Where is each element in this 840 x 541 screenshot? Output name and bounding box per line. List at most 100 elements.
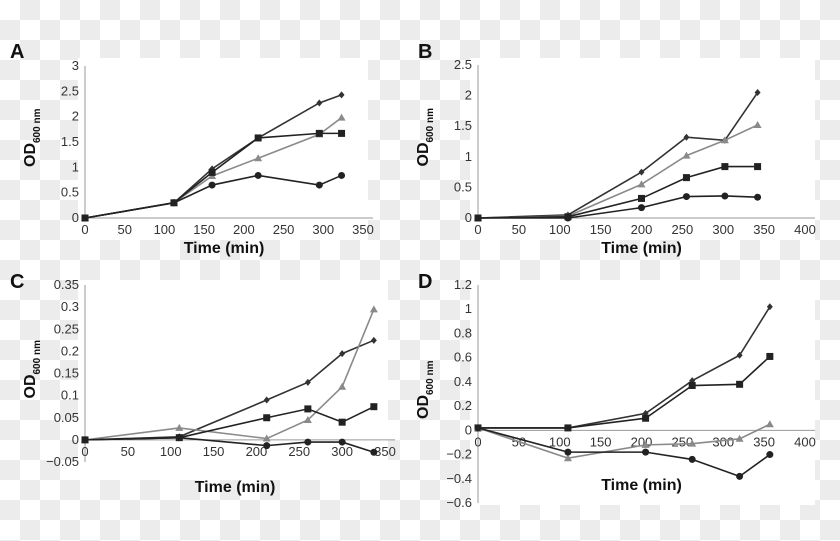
- plot-background: [78, 58, 368, 240]
- panel-label: D: [418, 271, 432, 293]
- data-point-square: [338, 129, 346, 137]
- series-line: [84, 436, 375, 454]
- data-point-circle: [474, 424, 482, 432]
- data-point-triangle: [369, 305, 378, 313]
- data-point-square: [338, 418, 346, 426]
- data-point-square: [304, 405, 312, 413]
- data-point-circle: [370, 448, 378, 456]
- x-tick-label: 400: [794, 434, 816, 449]
- data-point-circle: [304, 438, 312, 446]
- panel-label: B: [418, 41, 432, 63]
- y-tick-label: 1: [465, 301, 472, 316]
- y-axis-label-subscript: 600 nm: [32, 108, 43, 143]
- data-point-circle: [315, 181, 323, 189]
- data-point-triangle: [338, 382, 347, 390]
- x-axis-label: Time (min): [601, 477, 682, 494]
- y-tick-label: 2.5: [454, 57, 472, 72]
- data-point-square: [370, 403, 378, 411]
- x-tick-label: 300: [312, 222, 334, 237]
- y-tick-label: 0: [465, 422, 472, 437]
- data-point-triangle: [682, 151, 691, 159]
- x-tick-label: 150: [590, 434, 612, 449]
- plot-background: [78, 280, 388, 480]
- x-tick-label: 300: [712, 434, 734, 449]
- x-tick-label: 50: [121, 444, 135, 459]
- x-tick-label: 50: [512, 222, 526, 237]
- data-point-diamond: [370, 336, 377, 344]
- data-point-square: [688, 382, 696, 390]
- data-point-circle: [263, 442, 271, 450]
- x-tick-label: 250: [672, 434, 694, 449]
- x-tick-label: 50: [117, 222, 131, 237]
- plot-background: [470, 58, 815, 240]
- data-point-circle: [721, 192, 729, 200]
- x-tick-label: 0: [474, 434, 481, 449]
- y-tick-label: 0.8: [454, 325, 472, 340]
- y-tick-label: −0.6: [446, 495, 472, 510]
- y-tick-label: 0.4: [454, 374, 472, 389]
- series-circle: [81, 434, 378, 456]
- y-tick-label: 0: [465, 210, 472, 225]
- data-point-circle: [642, 448, 650, 456]
- y-axis-label: OD600 nm: [415, 108, 436, 167]
- series-line: [478, 195, 758, 219]
- y-tick-label: 0.35: [54, 277, 79, 292]
- data-point-diamond: [754, 89, 761, 97]
- x-tick-label: 300: [712, 222, 734, 237]
- y-tick-label: 3: [72, 58, 79, 73]
- x-tick-label: 400: [794, 222, 816, 237]
- x-tick-label: 0: [81, 222, 88, 237]
- x-tick-label: 350: [374, 444, 396, 459]
- data-point-triangle: [753, 120, 762, 128]
- data-point-square: [564, 424, 572, 432]
- data-point-square: [315, 129, 323, 137]
- series-line: [84, 174, 342, 219]
- data-point-triangle: [765, 420, 774, 428]
- data-point-diamond: [683, 133, 690, 141]
- data-point-square: [721, 163, 729, 171]
- data-point-circle: [754, 193, 762, 201]
- data-point-circle: [564, 214, 572, 222]
- y-tick-label: 2: [465, 88, 472, 103]
- data-point-diamond: [339, 350, 346, 358]
- panel-D: D−0.6−0.4−0.200.20.40.60.811.20 50 100 150 2…: [415, 271, 816, 510]
- data-point-square: [254, 134, 262, 142]
- series-triangle: [474, 420, 774, 462]
- data-point-circle: [338, 171, 346, 179]
- y-tick-label: 1.5: [454, 118, 472, 133]
- plot-background: [470, 280, 815, 505]
- data-point-triangle: [262, 434, 271, 442]
- data-point-circle: [638, 204, 645, 212]
- x-tick-label: 0: [81, 444, 88, 459]
- x-tick-label: 100: [549, 434, 571, 449]
- y-tick-label: 1.5: [61, 134, 79, 149]
- x-tick-label: 100: [160, 444, 182, 459]
- data-point-circle: [736, 472, 744, 480]
- panel-label: A: [10, 41, 24, 63]
- y-tick-label: 1.2: [454, 277, 472, 292]
- y-tick-label: 0.2: [61, 343, 79, 358]
- data-point-circle: [474, 214, 482, 222]
- data-point-circle: [170, 199, 178, 207]
- series-line: [477, 427, 771, 478]
- data-point-circle: [254, 171, 262, 179]
- y-tick-label: −0.4: [446, 471, 472, 486]
- x-tick-label: 250: [672, 222, 694, 237]
- data-point-diamond: [338, 91, 345, 99]
- x-tick-label: 200: [246, 444, 268, 459]
- data-point-triangle: [735, 434, 744, 442]
- x-axis-label: Time (min): [184, 240, 265, 257]
- x-tick-label: 300: [331, 444, 353, 459]
- data-point-square: [208, 168, 216, 176]
- data-point-square: [642, 414, 650, 422]
- x-tick-label: 150: [590, 222, 612, 237]
- data-point-triangle: [720, 136, 729, 144]
- y-tick-label: 0.15: [54, 366, 79, 381]
- data-point-triangle: [688, 439, 697, 447]
- data-point-circle: [81, 214, 89, 222]
- series-line: [84, 309, 375, 441]
- y-tick-label: 0: [72, 432, 79, 447]
- y-tick-label: 0.6: [454, 350, 472, 365]
- data-point-circle: [682, 193, 690, 201]
- x-tick-label: 250: [288, 444, 310, 459]
